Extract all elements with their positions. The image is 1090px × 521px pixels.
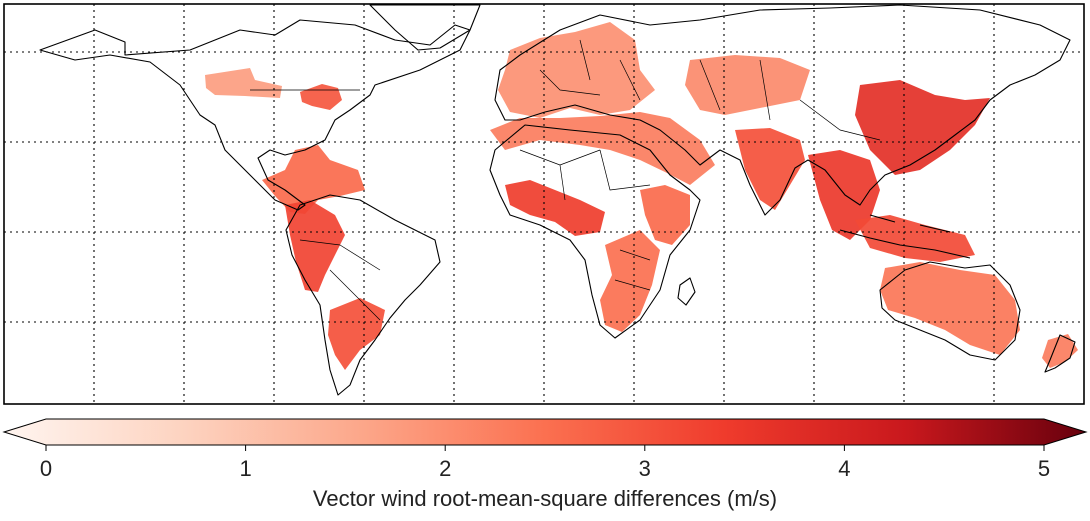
colorbar-tick-label: 2 [439, 456, 452, 481]
region-great-lakes [300, 84, 342, 110]
region-central-america-caribbean [262, 145, 365, 214]
outline-south-america [285, 194, 441, 396]
colorbar-title: Vector wind root-mean-square differences… [312, 486, 778, 511]
region-southern-africa [600, 230, 660, 332]
region-new-zealand [1042, 334, 1078, 368]
colorbar-tick-label: 0 [39, 456, 53, 481]
outline-eurasia [494, 4, 1071, 216]
colorbar-tick-label: 4 [838, 456, 851, 481]
region-india [735, 128, 805, 210]
wind-difference-regions [205, 22, 1078, 370]
outline-north-america [39, 19, 471, 211]
outline-country-borders [250, 39, 881, 321]
world-map [3, 3, 1085, 405]
graticule [4, 4, 1084, 404]
colorbar-tick-label: 3 [638, 456, 651, 481]
outline-greenland [369, 4, 481, 51]
outline-indonesia [839, 214, 971, 259]
colorbar-tick-label: 1 [239, 456, 252, 481]
region-east-africa [640, 185, 690, 245]
outline-madagascar [677, 277, 696, 306]
region-southeast-asia [808, 150, 880, 240]
region-australia [880, 262, 1020, 355]
colorbar-gradient [2, 418, 1088, 446]
outline-new-zealand [1044, 334, 1076, 373]
outline-australia [879, 261, 1021, 361]
region-east-asia [855, 80, 990, 175]
coastlines [39, 4, 1076, 396]
region-mediterranean-middle-east [490, 112, 715, 185]
region-andes [285, 200, 345, 292]
colorbar [2, 418, 1088, 451]
colorbar-ticks [45, 445, 1045, 451]
region-canada-prairies [205, 68, 282, 98]
colorbar-tick-label: 5 [1037, 456, 1051, 481]
region-indonesia [855, 215, 975, 262]
region-west-africa [505, 180, 605, 236]
region-europe [498, 22, 655, 118]
region-southern-south-america [328, 298, 385, 370]
